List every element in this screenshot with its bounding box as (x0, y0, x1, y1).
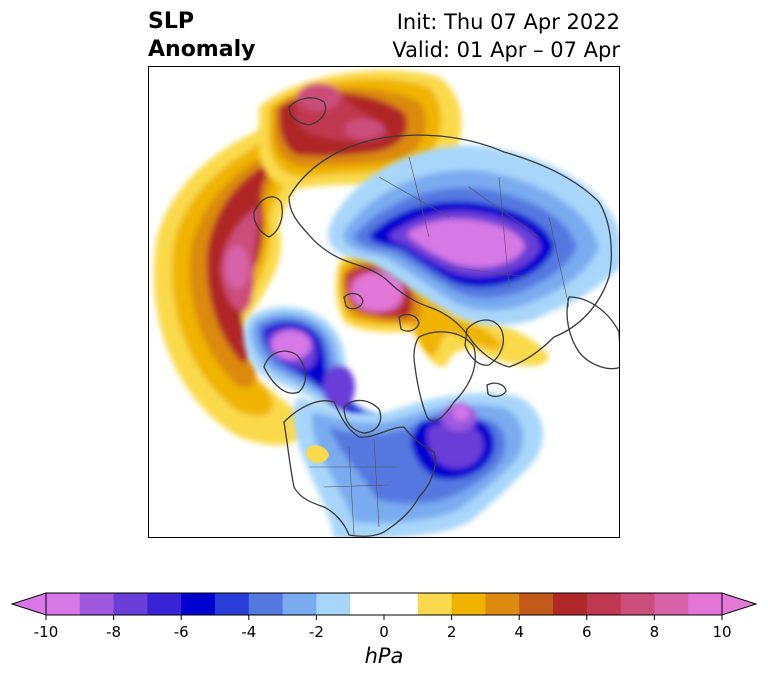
colorbar-tick-label: -6 (174, 623, 189, 641)
colorbar-segment (248, 593, 284, 615)
colorbar-segment (350, 593, 385, 615)
colorbar-segment (282, 593, 317, 615)
colorbar-segment (181, 593, 216, 615)
high-pacific-anomaly (153, 107, 349, 446)
colorbar-segment (519, 593, 554, 615)
colorbar-segment (586, 593, 622, 615)
colorbar-segment (688, 593, 723, 615)
colorbar-extend-min (10, 592, 47, 616)
low-eurasia-anomaly (328, 145, 619, 326)
colorbar-segment (147, 593, 182, 615)
colorbar-segment (451, 593, 486, 615)
init-date: Init: Thu 07 Apr 2022 (396, 10, 620, 34)
anomaly-map-svg (149, 67, 619, 537)
coastlines (253, 97, 619, 537)
colorbar-tick-label: 10 (712, 623, 731, 641)
colorbar-segment (316, 593, 351, 615)
valid-range: Valid: 01 Apr – 07 Apr (392, 38, 620, 62)
small-high-anomaly (306, 445, 329, 463)
colorbar-segment (417, 593, 453, 615)
date-info: Init: Thu 07 Apr 2022 Valid: 01 Apr – 07… (392, 8, 620, 64)
colorbar-tick-label: -4 (241, 623, 256, 641)
title-line-1: SLP (148, 9, 194, 34)
colorbar-tick-label: -10 (34, 623, 59, 641)
high-russia-anomaly (259, 70, 462, 188)
colorbar-segment (46, 593, 81, 615)
colorbar-unit-label: hPa (364, 644, 404, 668)
colorbar-tick-label: 4 (514, 623, 524, 641)
colorbar-segment (215, 593, 250, 615)
colorbar-tick-label: 8 (650, 623, 660, 641)
colorbar-segments (10, 592, 758, 616)
low-atlantic-anomaly (293, 393, 543, 537)
colorbar-ticks: -10 -8 -6 -4 -2 0 2 4 6 8 10 (34, 615, 732, 641)
colorbar-extend-max (721, 592, 758, 616)
colorbar-segment (485, 593, 520, 615)
colorbar-segment (79, 593, 115, 615)
title-line-2: Anomaly (148, 37, 256, 62)
colorbar-segment (113, 593, 148, 615)
colorbar-segment (654, 593, 689, 615)
colorbar-tick-label: 6 (582, 623, 592, 641)
map-title: SLP Anomaly (148, 8, 255, 64)
colorbar-tick-label: 2 (447, 623, 457, 641)
polar-map (148, 66, 620, 538)
colorbar-tick-label: -8 (106, 623, 121, 641)
colorbar-segment (553, 593, 588, 615)
colorbar-tick-label: 0 (379, 623, 389, 641)
colorbar: -10 -8 -6 -4 -2 0 2 4 6 8 10 (10, 592, 758, 641)
colorbar-tick-label: -2 (309, 623, 324, 641)
colorbar-segment (384, 593, 419, 615)
colorbar-segment (620, 593, 655, 615)
